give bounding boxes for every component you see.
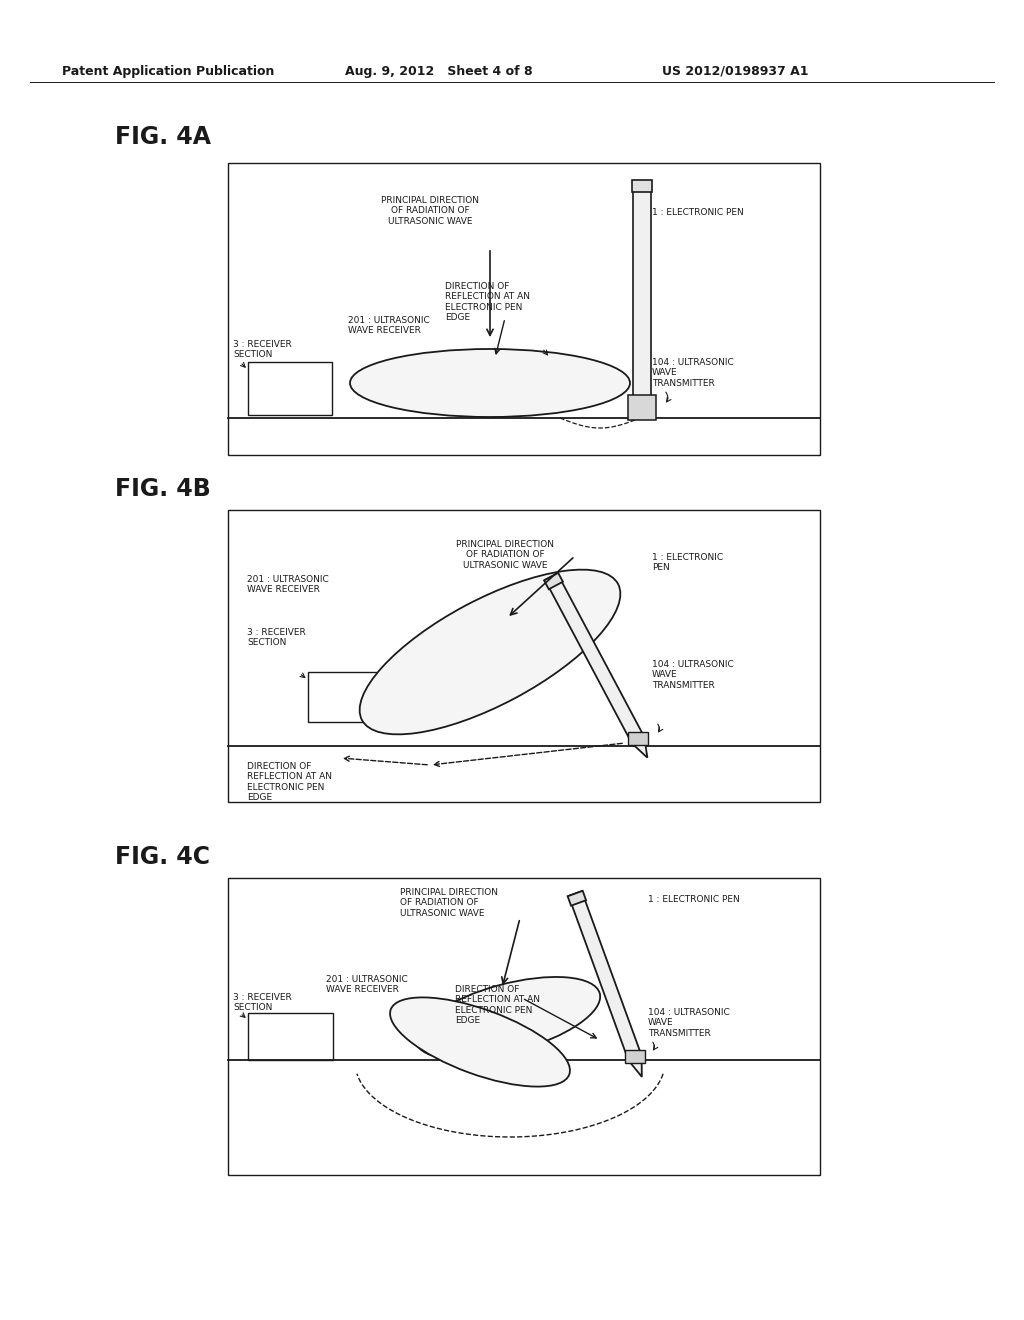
Ellipse shape (416, 977, 600, 1059)
Text: 104 : ULTRASONIC
WAVE
TRANSMITTER: 104 : ULTRASONIC WAVE TRANSMITTER (652, 660, 734, 690)
Text: 104 : ULTRASONIC
WAVE
TRANSMITTER: 104 : ULTRASONIC WAVE TRANSMITTER (652, 358, 734, 388)
Text: 3 : RECEIVER
SECTION: 3 : RECEIVER SECTION (247, 628, 306, 647)
Text: DIRECTION OF
REFLECTION AT AN
ELECTRONIC PEN
EDGE: DIRECTION OF REFLECTION AT AN ELECTRONIC… (455, 985, 540, 1026)
Text: 3 : RECEIVER
SECTION: 3 : RECEIVER SECTION (233, 993, 292, 1012)
Text: 1 : ELECTRONIC PEN: 1 : ELECTRONIC PEN (648, 895, 739, 904)
Text: PRINCIPAL DIRECTION
OF RADIATION OF
ULTRASONIC WAVE: PRINCIPAL DIRECTION OF RADIATION OF ULTR… (381, 195, 479, 226)
Polygon shape (629, 1056, 642, 1077)
Polygon shape (633, 399, 651, 418)
Polygon shape (567, 891, 586, 906)
Text: 104 : ULTRASONIC
WAVE
TRANSMITTER: 104 : ULTRASONIC WAVE TRANSMITTER (648, 1008, 730, 1038)
Polygon shape (632, 737, 647, 758)
Polygon shape (628, 395, 656, 420)
Polygon shape (625, 1049, 645, 1063)
Polygon shape (544, 573, 563, 589)
Text: PRINCIPAL DIRECTION
OF RADIATION OF
ULTRASONIC WAVE: PRINCIPAL DIRECTION OF RADIATION OF ULTR… (456, 540, 554, 570)
Ellipse shape (350, 348, 630, 417)
Text: FIG. 4B: FIG. 4B (115, 477, 211, 502)
Text: FIG. 4C: FIG. 4C (115, 845, 210, 869)
Text: DIRECTION OF
REFLECTION AT AN
ELECTRONIC PEN
EDGE: DIRECTION OF REFLECTION AT AN ELECTRONIC… (247, 762, 332, 803)
Polygon shape (633, 187, 651, 399)
Text: 201 : ULTRASONIC
WAVE RECEIVER: 201 : ULTRASONIC WAVE RECEIVER (247, 576, 329, 594)
Text: US 2012/0198937 A1: US 2012/0198937 A1 (662, 65, 809, 78)
Text: 1 : ELECTRONIC PEN: 1 : ELECTRONIC PEN (652, 209, 743, 216)
Polygon shape (628, 733, 648, 744)
Polygon shape (568, 891, 642, 1060)
Text: Patent Application Publication: Patent Application Publication (62, 65, 274, 78)
Text: PRINCIPAL DIRECTION
OF RADIATION OF
ULTRASONIC WAVE: PRINCIPAL DIRECTION OF RADIATION OF ULTR… (400, 888, 498, 917)
Text: FIG. 4A: FIG. 4A (115, 125, 211, 149)
Polygon shape (545, 573, 644, 743)
Text: 201 : ULTRASONIC
WAVE RECEIVER: 201 : ULTRASONIC WAVE RECEIVER (326, 975, 408, 994)
Text: 1 : ELECTRONIC
PEN: 1 : ELECTRONIC PEN (652, 553, 723, 573)
Text: 201 : ULTRASONIC
WAVE RECEIVER: 201 : ULTRASONIC WAVE RECEIVER (348, 315, 430, 335)
Text: DIRECTION OF
REFLECTION AT AN
ELECTRONIC PEN
EDGE: DIRECTION OF REFLECTION AT AN ELECTRONIC… (445, 282, 530, 322)
Text: Aug. 9, 2012   Sheet 4 of 8: Aug. 9, 2012 Sheet 4 of 8 (345, 65, 532, 78)
Text: 3 : RECEIVER
SECTION: 3 : RECEIVER SECTION (233, 341, 292, 359)
Ellipse shape (359, 570, 621, 734)
Polygon shape (632, 180, 652, 191)
Ellipse shape (390, 998, 570, 1086)
